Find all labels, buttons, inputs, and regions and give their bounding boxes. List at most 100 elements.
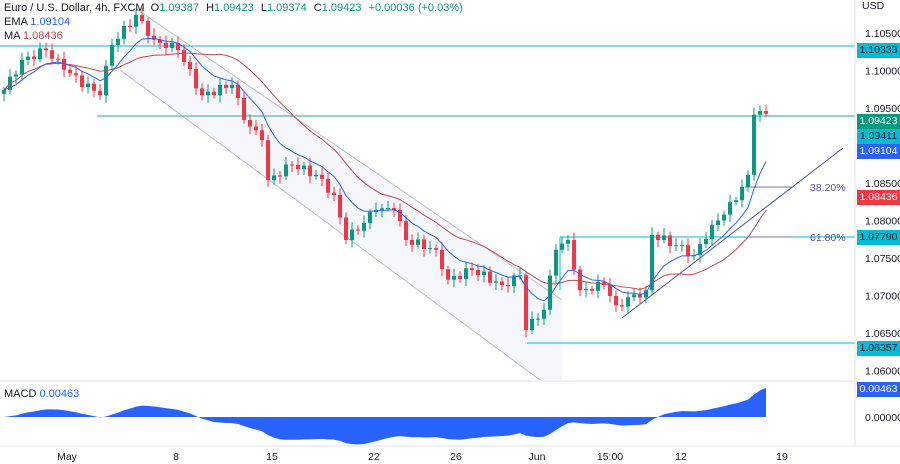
candle-body[interactable] — [590, 289, 594, 291]
candle-body[interactable] — [284, 164, 288, 177]
candle-body[interactable] — [296, 165, 300, 170]
ema-legend[interactable]: EMA 1.09104 — [4, 16, 70, 28]
candle-body[interactable] — [410, 240, 414, 245]
candle-body[interactable] — [44, 48, 48, 51]
candle-body[interactable] — [662, 235, 666, 241]
candle-body[interactable] — [236, 84, 240, 98]
candle-body[interactable] — [536, 318, 540, 320]
candle-body[interactable] — [476, 270, 480, 276]
candle-body[interactable] — [578, 269, 582, 291]
ma-legend[interactable]: MA 1.08436 — [4, 30, 63, 42]
candle-body[interactable] — [392, 208, 396, 210]
candle-body[interactable] — [752, 114, 756, 175]
candle-body[interactable] — [518, 275, 522, 277]
candle-body[interactable] — [512, 275, 516, 287]
candle-body[interactable] — [26, 56, 30, 60]
candle-body[interactable] — [326, 178, 330, 193]
candle-body[interactable] — [530, 318, 534, 330]
candle-body[interactable] — [614, 295, 618, 306]
candle-body[interactable] — [338, 195, 342, 218]
candle-body[interactable] — [380, 208, 384, 210]
candle-body[interactable] — [266, 140, 270, 180]
symbol-legend[interactable]: Euro / U.S. Dollar, 4h, FXCM O1.09387 H1… — [4, 2, 463, 14]
candle-body[interactable] — [362, 223, 366, 231]
candle-body[interactable] — [152, 35, 156, 40]
candle-body[interactable] — [404, 221, 408, 240]
candle-body[interactable] — [302, 165, 306, 170]
candle-body[interactable] — [608, 285, 612, 296]
candle-body[interactable] — [722, 214, 726, 221]
candle-body[interactable] — [206, 91, 210, 96]
candle-body[interactable] — [542, 309, 546, 319]
candle-body[interactable] — [440, 249, 444, 270]
candle-body[interactable] — [626, 297, 630, 307]
candle-body[interactable] — [422, 239, 426, 250]
candle-body[interactable] — [716, 220, 720, 225]
channel-upper-line[interactable] — [134, 7, 563, 301]
candle-body[interactable] — [254, 126, 258, 131]
candle-body[interactable] — [728, 202, 732, 215]
candle-body[interactable] — [596, 281, 600, 291]
candle-body[interactable] — [230, 84, 234, 89]
candle-body[interactable] — [80, 75, 84, 87]
candle-body[interactable] — [482, 271, 486, 276]
candle-body[interactable] — [584, 289, 588, 291]
candle-body[interactable] — [188, 62, 192, 70]
candle-body[interactable] — [638, 294, 642, 298]
candle-body[interactable] — [470, 268, 474, 270]
candle-body[interactable] — [350, 229, 354, 240]
candle-body[interactable] — [548, 275, 552, 310]
candle-body[interactable] — [764, 111, 768, 114]
candle-body[interactable] — [320, 174, 324, 179]
candle-body[interactable] — [344, 217, 348, 240]
candle-body[interactable] — [428, 248, 432, 250]
candle-body[interactable] — [620, 305, 624, 307]
candle-body[interactable] — [464, 268, 468, 279]
candle-body[interactable] — [2, 90, 6, 94]
candle-body[interactable] — [656, 234, 660, 241]
candle-body[interactable] — [566, 240, 570, 244]
candle-body[interactable] — [734, 200, 738, 203]
candle-body[interactable] — [446, 269, 450, 280]
candle-body[interactable] — [458, 276, 462, 279]
candle-body[interactable] — [56, 58, 60, 60]
candle-body[interactable] — [674, 245, 678, 247]
candle-body[interactable] — [14, 74, 18, 77]
candle-body[interactable] — [746, 174, 750, 187]
candle-body[interactable] — [368, 212, 372, 224]
candle-body[interactable] — [158, 39, 162, 43]
candle-body[interactable] — [278, 175, 282, 177]
candle-body[interactable] — [218, 84, 222, 96]
candle-body[interactable] — [386, 208, 390, 210]
candle-body[interactable] — [50, 50, 54, 59]
candle-body[interactable] — [170, 43, 174, 49]
candle-body[interactable] — [686, 245, 690, 257]
candle-body[interactable] — [164, 42, 168, 49]
candle-body[interactable] — [224, 84, 228, 89]
candle-body[interactable] — [260, 130, 264, 141]
candle-body[interactable] — [488, 271, 492, 283]
candle-body[interactable] — [398, 210, 402, 222]
candle-body[interactable] — [314, 174, 318, 177]
candle-body[interactable] — [116, 38, 120, 45]
candle-body[interactable] — [134, 15, 138, 27]
trendline[interactable] — [621, 147, 844, 319]
descending-channel[interactable] — [120, 8, 562, 380]
candle-body[interactable] — [416, 239, 420, 245]
candle-body[interactable] — [668, 235, 672, 246]
candle-body[interactable] — [176, 43, 180, 51]
candle-body[interactable] — [308, 165, 312, 177]
candle-body[interactable] — [248, 120, 252, 127]
candle-body[interactable] — [122, 25, 126, 39]
candle-body[interactable] — [98, 90, 102, 96]
candle-body[interactable] — [194, 69, 198, 89]
candle-body[interactable] — [146, 21, 150, 36]
candle-body[interactable] — [452, 276, 456, 280]
candle-body[interactable] — [110, 45, 114, 66]
candle-body[interactable] — [506, 285, 510, 287]
candle-body[interactable] — [104, 65, 108, 96]
candle-body[interactable] — [182, 50, 186, 63]
candle-body[interactable] — [740, 186, 744, 201]
